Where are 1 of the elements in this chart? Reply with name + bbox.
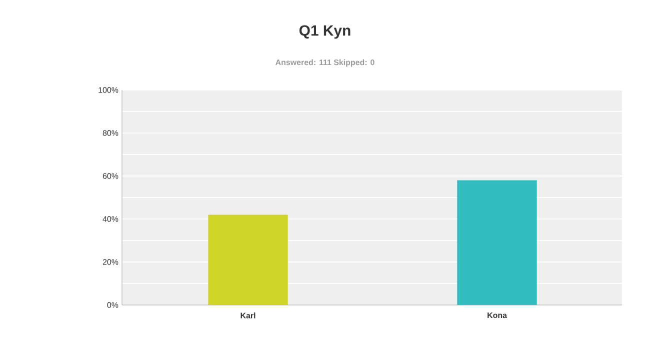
chart-title: Q1 Kyn [299, 25, 350, 39]
